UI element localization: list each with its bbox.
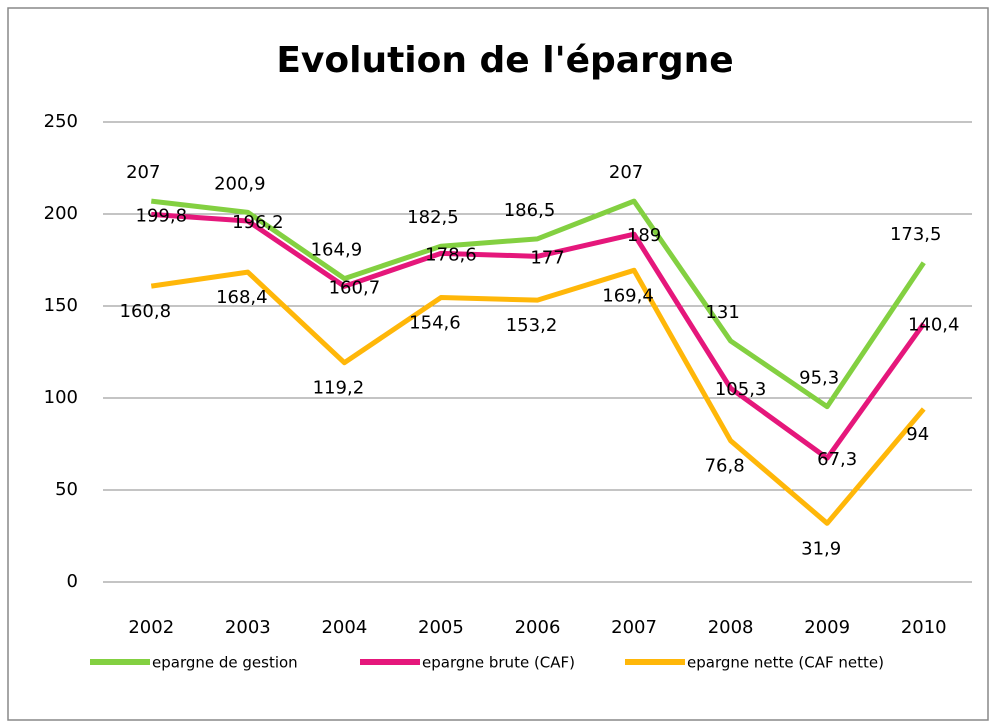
x-tick-label: 2003 (225, 617, 271, 638)
data-label: 182,5 (407, 207, 459, 228)
data-label: 131 (705, 302, 739, 323)
data-label: 169,4 (602, 285, 654, 306)
x-tick-label: 2005 (418, 617, 464, 638)
data-label: 173,5 (890, 224, 942, 245)
x-tick-label: 2007 (611, 617, 657, 638)
chart-frame (7, 7, 989, 721)
data-label: 196,2 (232, 212, 284, 233)
data-label: 67,3 (817, 449, 857, 470)
x-tick-label: 2004 (321, 617, 367, 638)
x-tick-label: 2002 (128, 617, 174, 638)
y-tick-label: 50 (55, 479, 78, 500)
data-label: 153,2 (506, 315, 558, 336)
y-tick-label: 250 (44, 111, 78, 132)
series-line (151, 211, 926, 461)
data-label: 160,7 (329, 277, 381, 298)
data-label: 160,8 (120, 301, 172, 322)
x-tick-label: 2008 (708, 617, 754, 638)
x-tick-label: 2006 (515, 617, 561, 638)
x-tick-label: 2009 (804, 617, 850, 638)
y-tick-label: 100 (44, 387, 78, 408)
chart-title: Evolution de l'épargne (276, 40, 733, 81)
data-label: 186,5 (504, 200, 556, 221)
y-tick-label: 200 (44, 203, 78, 224)
data-label: 95,3 (799, 368, 839, 389)
data-label: 177 (530, 247, 564, 268)
data-label: 119,2 (313, 378, 365, 399)
data-label: 164,9 (311, 240, 363, 261)
data-label: 207 (126, 162, 160, 183)
data-label: 178,6 (425, 244, 477, 265)
legend-label: epargne nette (CAF nette) (687, 654, 884, 672)
data-label: 168,4 (216, 287, 268, 308)
data-label: 200,9 (214, 173, 266, 194)
series-line (150, 267, 926, 526)
data-label: 199,8 (136, 205, 188, 226)
data-label: 76,8 (705, 456, 745, 477)
x-tick-label: 2010 (901, 617, 947, 638)
data-label: 189 (627, 225, 661, 246)
legend-label: epargne de gestion (152, 654, 298, 672)
data-label: 105,3 (715, 379, 767, 400)
data-label: 31,9 (801, 538, 841, 559)
data-label: 207 (609, 162, 643, 183)
y-tick-label: 150 (44, 295, 78, 316)
legend-label: epargne brute (CAF) (422, 654, 575, 672)
data-label: 94 (906, 424, 929, 445)
series-line (150, 198, 926, 410)
data-label: 140,4 (908, 315, 960, 336)
y-tick-label: 0 (67, 571, 78, 592)
data-label: 154,6 (409, 313, 461, 334)
